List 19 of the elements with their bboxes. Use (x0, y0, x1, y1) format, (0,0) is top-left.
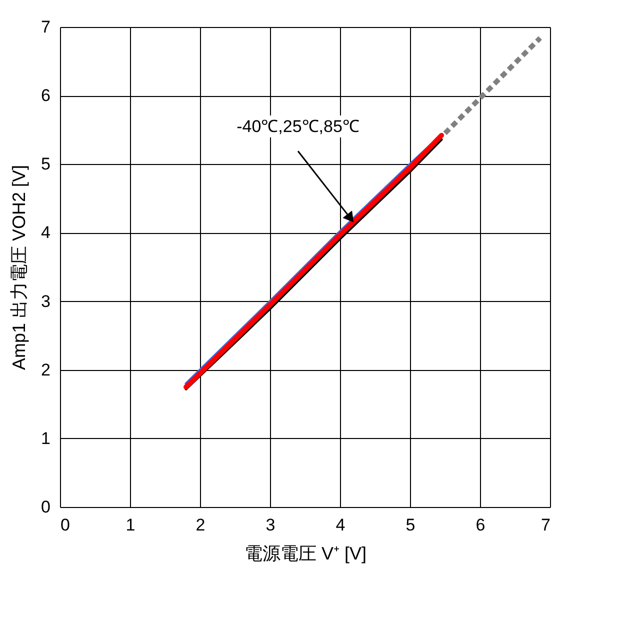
x-tick-label: 3 (266, 516, 276, 534)
x-tick-label: 7 (541, 516, 550, 534)
x-tick-label: 6 (476, 516, 486, 534)
y-tick-label: 2 (41, 360, 50, 380)
annotation: -40℃,25℃,85℃ (236, 117, 360, 136)
x-tick-label: 4 (336, 516, 346, 534)
y-tick-label: 5 (41, 154, 50, 174)
y-tick-label: 4 (41, 223, 50, 242)
y-tick-label: 7 (41, 18, 50, 36)
y-axis-title: Amp1 出力電圧 VOH2 [V] (9, 164, 30, 370)
y-tick-label: 1 (41, 428, 50, 448)
x-tick-label: 1 (126, 516, 136, 534)
y-tick-label: 3 (41, 292, 50, 311)
x-axis-title: 電源電圧 V⁺ [V] (244, 544, 367, 564)
x-tick-label: 0 (60, 516, 70, 534)
x-tick-label: 2 (196, 516, 206, 534)
y-tick-label: 6 (41, 86, 50, 106)
x-tick-label: 5 (406, 516, 416, 534)
y-tick-label: 0 (41, 498, 50, 516)
